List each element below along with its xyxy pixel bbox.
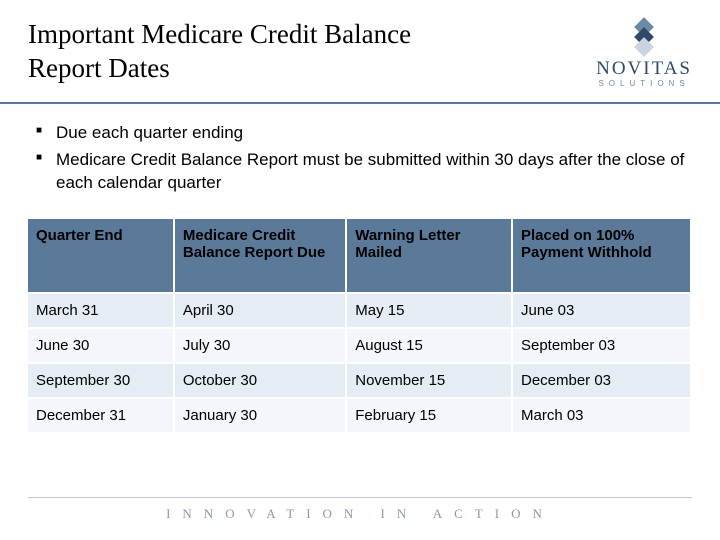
bullet-list: Due each quarter ending Medicare Credit … [28, 122, 692, 195]
bullet-item: Due each quarter ending [28, 122, 692, 145]
table-header: Placed on 100% Payment Withhold [512, 219, 691, 293]
table-cell: July 30 [174, 328, 346, 363]
table-cell: March 31 [28, 293, 174, 328]
footer-tagline: INNOVATION IN ACTION [0, 506, 720, 522]
table-cell: November 15 [346, 363, 512, 398]
footer-divider [28, 497, 692, 498]
footer: INNOVATION IN ACTION [0, 497, 720, 522]
logo-diamond-icon [632, 20, 656, 56]
table-row: December 31 January 30 February 15 March… [28, 398, 691, 433]
table-header: Quarter End [28, 219, 174, 293]
table-cell: December 31 [28, 398, 174, 433]
table-cell: January 30 [174, 398, 346, 433]
table-cell: March 03 [512, 398, 691, 433]
logo-name: NOVITAS [596, 58, 692, 80]
table-cell: September 03 [512, 328, 691, 363]
table-header: Medicare Credit Balance Report Due [174, 219, 346, 293]
table-cell: June 03 [512, 293, 691, 328]
table-cell: June 30 [28, 328, 174, 363]
table-row: June 30 July 30 August 15 September 03 [28, 328, 691, 363]
table-cell: October 30 [174, 363, 346, 398]
table-cell: February 15 [346, 398, 512, 433]
table-row: September 30 October 30 November 15 Dece… [28, 363, 691, 398]
bullet-item: Medicare Credit Balance Report must be s… [28, 149, 692, 195]
header: Important Medicare Credit Balance Report… [0, 0, 720, 100]
table-cell: September 30 [28, 363, 174, 398]
table-cell: December 03 [512, 363, 691, 398]
table-cell: August 15 [346, 328, 512, 363]
table-cell: May 15 [346, 293, 512, 328]
logo-subtitle: SOLUTIONS [598, 79, 689, 88]
dates-table: Quarter End Medicare Credit Balance Repo… [28, 219, 692, 434]
table-header: Warning Letter Mailed [346, 219, 512, 293]
table-header-row: Quarter End Medicare Credit Balance Repo… [28, 219, 691, 293]
table-cell: April 30 [174, 293, 346, 328]
table-row: March 31 April 30 May 15 June 03 [28, 293, 691, 328]
brand-logo: NOVITAS SOLUTIONS [596, 20, 692, 88]
content-area: Due each quarter ending Medicare Credit … [0, 104, 720, 434]
page-title: Important Medicare Credit Balance Report… [28, 18, 488, 86]
